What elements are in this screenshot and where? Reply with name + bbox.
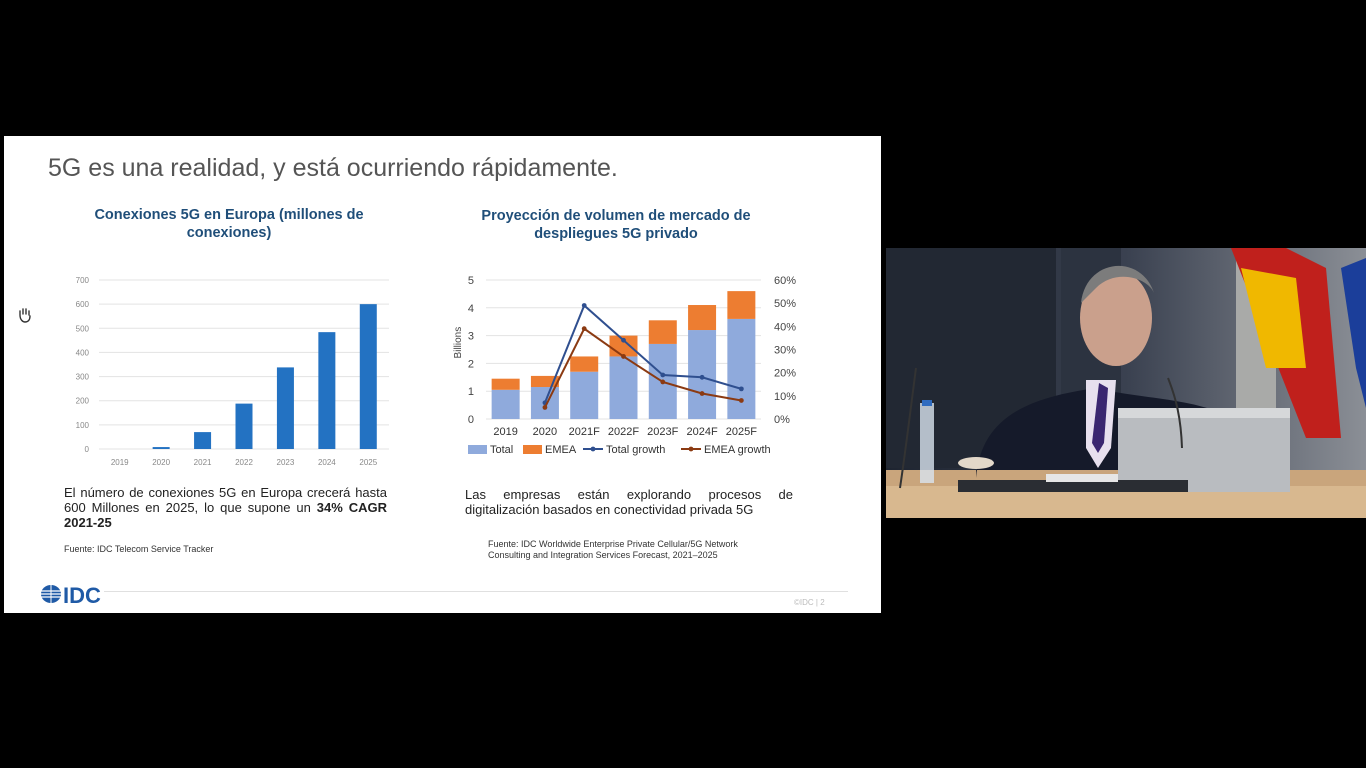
- chart2-x-tick-label: 2019: [493, 426, 517, 438]
- chart2-bar-total: [609, 356, 638, 419]
- chart1-bar: [194, 432, 212, 449]
- presentation-slide: 5G es una realidad, y está ocurriendo rá…: [4, 136, 881, 613]
- chart2-legend-marker-emea-growth: [688, 446, 694, 452]
- chart2-y2-tick-label: 60%: [774, 275, 796, 287]
- chart2-point-total-growth: [581, 303, 587, 308]
- chart2-x-tick-label: 2021F: [569, 426, 600, 438]
- chart2-source: Fuente: IDC Worldwide Enterprise Private…: [488, 539, 738, 560]
- chart2-legend-marker-total-growth: [590, 446, 596, 452]
- chart2-x-tick-label: 2023F: [647, 426, 678, 438]
- chart2-point-total-growth: [621, 337, 626, 343]
- chart2-y2-tick-label: 0%: [774, 414, 790, 426]
- chart1-connections: 0 100 200 300 400 500 600 700 2019 2020 2021 2022 20…: [76, 276, 389, 467]
- chart1-x-tick-label: 2023: [277, 458, 295, 467]
- chart2-y-axis-label: Billions: [453, 327, 464, 359]
- chart2-bar-emea: [491, 378, 520, 390]
- footer-divider: [104, 591, 848, 592]
- chart1-y-tick-label: 100: [76, 421, 90, 430]
- chart2-y2-tick-label: 20%: [774, 368, 796, 380]
- chart2-legend-swatch-total: [468, 445, 487, 454]
- chart2-y2-tick-label: 40%: [774, 321, 796, 333]
- svg-text:IDC: IDC: [63, 583, 101, 607]
- chart1-caption-bold: 34% CAGR 2021-25: [64, 500, 387, 530]
- chart1-x-tick-label: 2025: [359, 458, 377, 467]
- chart2-title: Proyección de volumen de mercado de desp…: [481, 208, 751, 242]
- chart2-point-total-growth: [660, 372, 666, 378]
- chart1-bar: [359, 304, 377, 449]
- chart2-point-total-growth: [699, 374, 705, 380]
- chart2-point-emea-growth: [660, 379, 666, 385]
- chart2-y-tick-label: 3: [468, 331, 474, 343]
- chart2-bar-total: [727, 318, 756, 419]
- chart1-y-tick-label: 0: [85, 445, 90, 454]
- chart2-bar-total: [688, 330, 717, 419]
- chart2-legend-label-emea: EMEA: [545, 444, 577, 456]
- chart2-bar-emea: [648, 320, 677, 344]
- chart1-y-tick-label: 300: [76, 373, 90, 382]
- chart1-caption-text: El número de conexiones 5G en Europa cre…: [64, 485, 387, 515]
- chart2-bar-emea: [727, 291, 756, 319]
- chart1-y-tick-label: 500: [76, 324, 90, 333]
- chart2-point-emea-growth: [699, 391, 705, 396]
- slide-title: 5G es una realidad, y está ocurriendo rá…: [48, 154, 618, 182]
- chart2-y-tick-label: 5: [468, 275, 474, 287]
- chart2-bar-total: [491, 389, 520, 419]
- chart1-x-tick-label: 2020: [152, 458, 170, 467]
- idc-logo: IDC: [41, 583, 101, 607]
- chart2-x-tick-label: 2022F: [608, 426, 639, 438]
- chart2-legend-swatch-emea: [523, 445, 542, 454]
- chart2-point-emea-growth: [581, 326, 587, 332]
- chart2-point-emea-growth: [738, 398, 744, 403]
- chart1-title: Conexiones 5G en Europa (millones de con…: [94, 207, 364, 241]
- chart1-y-tick-label: 700: [76, 276, 90, 285]
- chart2-y2-tick-label: 10%: [774, 391, 796, 403]
- chart2-x-tick-label: 2025F: [726, 426, 757, 438]
- chart1-x-tick-label: 2021: [194, 458, 212, 467]
- hand-cursor-icon: [19, 308, 31, 323]
- chart2-bar-emea: [688, 305, 717, 331]
- chart2-y-tick-label: 1: [468, 386, 474, 398]
- chart1-caption: El número de conexiones 5G en Europa cre…: [64, 485, 387, 530]
- chart1-bar: [276, 367, 294, 449]
- chart2-point-emea-growth: [621, 354, 626, 359]
- chart2-bar-total: [570, 371, 599, 419]
- chart2-line-total-growth: [544, 303, 742, 404]
- chart2-y-tick-label: 4: [468, 303, 474, 315]
- chart2-bar-emea: [570, 356, 599, 372]
- chart1-y-tick-label: 400: [76, 348, 90, 357]
- chart2-legend-label-total-growth: Total growth: [606, 444, 665, 456]
- speaker-video-image: [886, 248, 1366, 518]
- chart1-x-tick-label: 2024: [318, 458, 336, 467]
- chart2-point-total-growth: [738, 386, 744, 392]
- chart2-legend-label-total: Total: [490, 444, 513, 456]
- webcam-feed: [886, 248, 1366, 518]
- chart2-y-tick-label: 0: [468, 414, 474, 426]
- chart2-bar-emea: [530, 375, 559, 388]
- chart1-y-tick-label: 200: [76, 397, 90, 406]
- chart2-y2-tick-label: 30%: [774, 345, 796, 357]
- chart2-caption: Las empresas están explorando procesos d…: [465, 487, 793, 517]
- chart2-line-emea-growth: [544, 327, 742, 408]
- footer-copyright: ©IDC | 2: [794, 598, 825, 607]
- chart1-x-tick-label: 2022: [235, 458, 253, 467]
- chart1-source: Fuente: IDC Telecom Service Tracker: [64, 544, 214, 554]
- chart1-bar: [318, 332, 336, 449]
- chart1-y-tick-label: 600: [76, 300, 90, 309]
- chart2-legend-label-emea-growth: EMEA growth: [704, 444, 771, 456]
- chart1-bar: [235, 403, 253, 449]
- chart2-x-tick-label: 2020: [533, 426, 557, 438]
- chart2-x-tick-label: 2024F: [686, 426, 717, 438]
- chart1-x-tick-label: 2019: [111, 458, 129, 467]
- chart2-y2-tick-label: 50%: [774, 298, 796, 310]
- chart1-bar: [152, 447, 170, 449]
- chart2-point-emea-growth: [542, 405, 548, 410]
- chart2-y-tick-label: 2: [468, 358, 474, 370]
